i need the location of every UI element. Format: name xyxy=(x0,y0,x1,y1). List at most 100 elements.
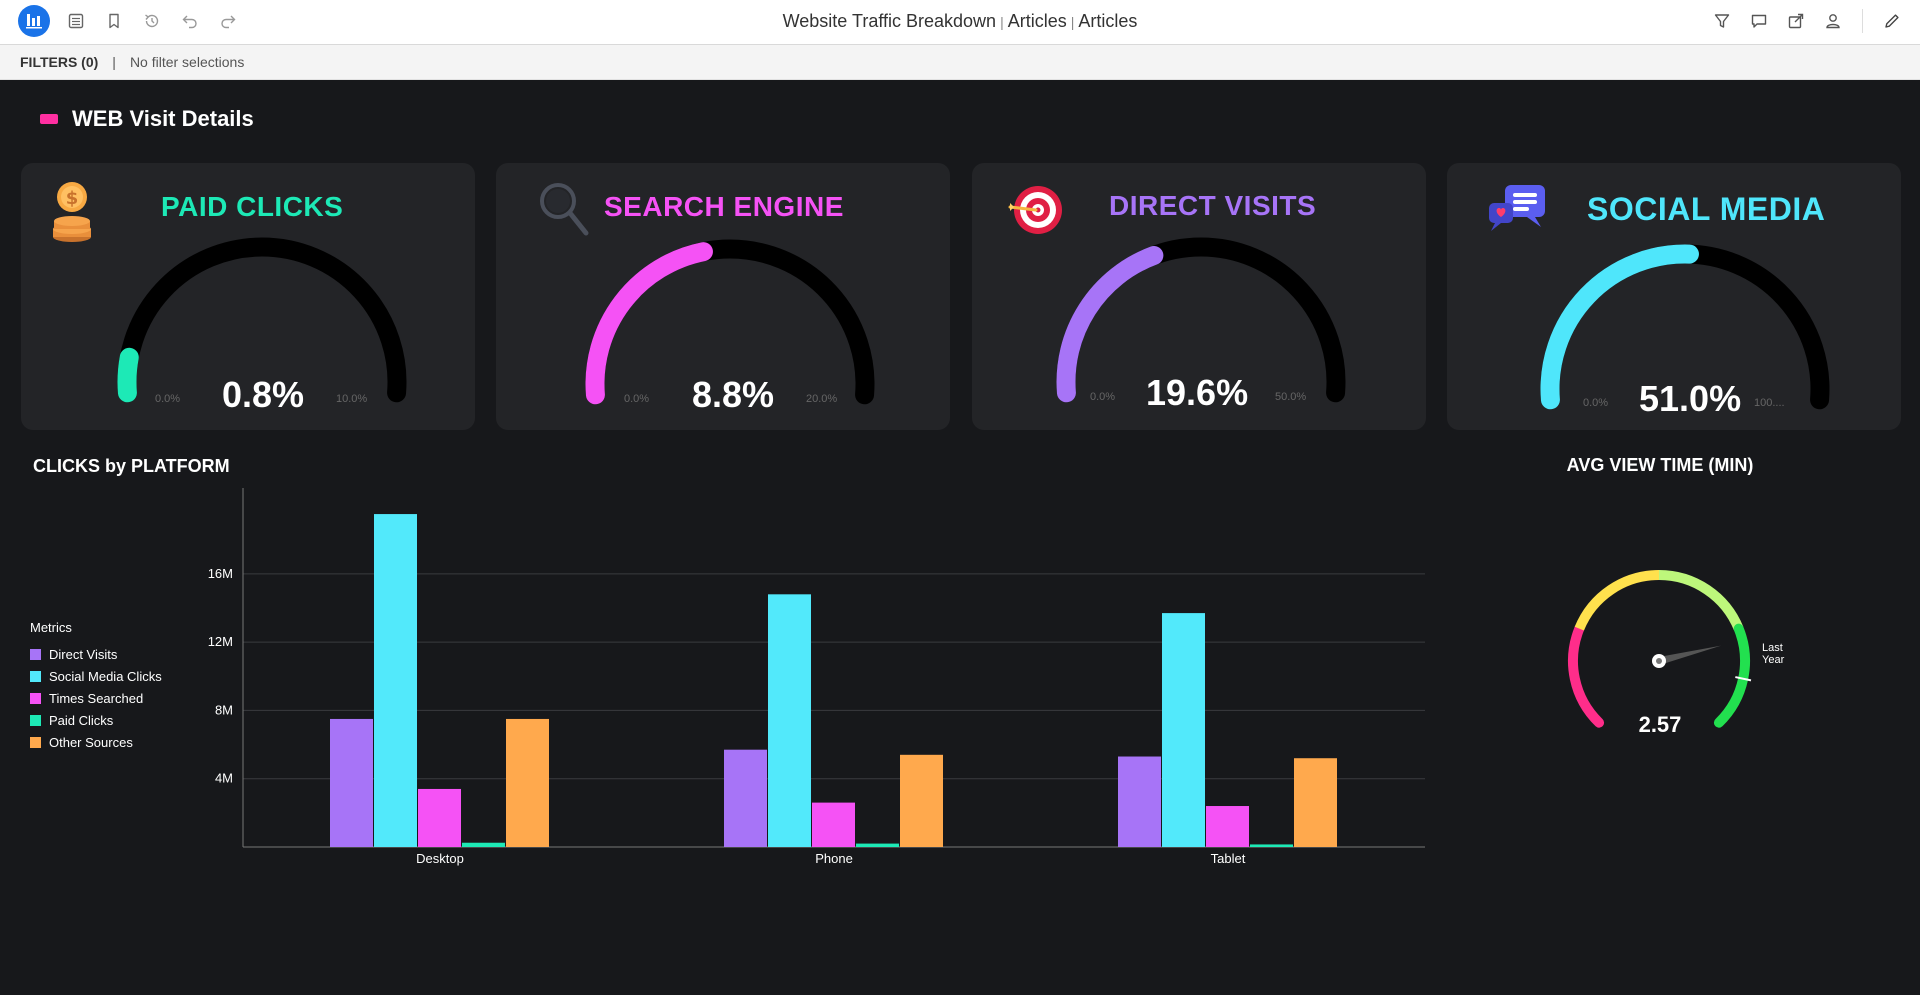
y-tick-label: 4M xyxy=(215,771,233,786)
gauge-target-marker xyxy=(1735,676,1752,682)
filters-count-button[interactable]: FILTERS (0) xyxy=(20,54,99,70)
gauge-max-label: 10.0% xyxy=(336,393,368,405)
money-bag-icon: $ xyxy=(49,177,95,248)
gauge-needle xyxy=(1658,645,1722,665)
bar xyxy=(506,718,549,847)
table-view-icon[interactable] xyxy=(64,9,88,33)
avg-view-time-title: AVG VIEW TIME (MIN) xyxy=(1566,455,1754,475)
gauge-max-label: 50.0% xyxy=(1275,391,1307,403)
chart-legend: Metrics Direct Visits Social Media Click… xyxy=(30,620,162,753)
chat-bubbles-icon xyxy=(1487,183,1549,242)
gauge-needle-hub xyxy=(1652,654,1666,668)
bar xyxy=(856,843,899,847)
bookmark-icon[interactable] xyxy=(102,9,126,33)
section-title: WEB Visit Details xyxy=(40,106,254,132)
comment-icon[interactable] xyxy=(1747,9,1771,33)
section-title-text: WEB Visit Details xyxy=(72,106,254,131)
bar xyxy=(900,754,943,847)
title-separator: | xyxy=(1070,14,1075,30)
bar xyxy=(1206,806,1249,847)
edit-pencil-icon[interactable] xyxy=(1880,9,1904,33)
y-tick-label: 8M xyxy=(215,702,233,717)
gauge-value: 8.8% xyxy=(692,374,775,415)
svg-text:$: $ xyxy=(66,188,79,209)
gauge-band xyxy=(1658,570,1744,631)
legend-item-times-searched[interactable]: Times Searched xyxy=(30,687,162,709)
filter-bar: FILTERS (0) | No filter selections xyxy=(0,45,1920,80)
title-separator: | xyxy=(1000,14,1004,30)
legend-label: Other Sources xyxy=(49,734,133,750)
undo-icon[interactable] xyxy=(178,9,202,33)
bar xyxy=(1162,613,1205,847)
dashboard-title-main: Website Traffic Breakdown xyxy=(782,11,997,31)
bar xyxy=(724,749,767,847)
kpi-title: SOCIAL MEDIA xyxy=(1587,191,1826,227)
target-icon xyxy=(1008,183,1064,242)
redo-icon[interactable] xyxy=(216,9,240,33)
kpi-title: SEARCH ENGINE xyxy=(604,191,844,222)
user-icon[interactable] xyxy=(1821,9,1845,33)
y-tick-label: 16M xyxy=(208,566,233,581)
gauge-max-label: 100.... xyxy=(1754,397,1785,409)
legend-label: Social Media Clicks xyxy=(49,668,162,684)
gauge-value: 19.6% xyxy=(1146,372,1249,413)
legend-swatch xyxy=(30,736,41,748)
x-tick-label: Desktop xyxy=(416,851,464,866)
dashboard-title-sheet[interactable]: Articles xyxy=(1007,11,1067,31)
kpi-card-direct-visits[interactable]: DIRECT VISITS 0.0% 19.6% 50.0% xyxy=(972,163,1426,430)
gauge-fill xyxy=(1056,245,1164,403)
gauge-min-label: 0.0% xyxy=(155,393,181,405)
bar xyxy=(374,514,417,847)
gauge-value: 0.8% xyxy=(222,374,305,415)
legend-swatch xyxy=(30,648,41,660)
gauge-value: 51.0% xyxy=(1639,378,1742,419)
history-icon[interactable] xyxy=(140,9,164,33)
bar xyxy=(462,842,505,847)
kpi-card-paid-clicks[interactable]: $ PAID CLICKS 0.0% 0.8% 10.0% xyxy=(21,163,475,430)
magnifier-icon xyxy=(538,181,590,242)
dashboard-title: Website Traffic Breakdown | Articles | Artic… xyxy=(0,11,1920,32)
legend-item-social-media-clicks[interactable]: Social Media Clicks xyxy=(30,665,162,687)
kpi-title: DIRECT VISITS xyxy=(1109,190,1317,221)
gauge-needle-hub-center xyxy=(1656,658,1662,664)
bar xyxy=(1294,758,1337,847)
legend-item-other-sources[interactable]: Other Sources xyxy=(30,731,162,753)
gauge-max-label: 20.0% xyxy=(806,393,838,405)
bar xyxy=(1118,756,1161,847)
legend-label: Direct Visits xyxy=(49,646,118,662)
gauge-min-label: 0.0% xyxy=(624,393,650,405)
toolbar-right-group xyxy=(1710,9,1904,33)
kpi-gauge xyxy=(117,237,407,403)
gauge-band xyxy=(1574,570,1660,631)
filter-icon[interactable] xyxy=(1710,9,1734,33)
x-tick-label: Tablet xyxy=(1211,851,1246,866)
legend-swatch xyxy=(30,670,41,682)
legend-item-direct-visits[interactable]: Direct Visits xyxy=(30,643,162,665)
kpi-title: PAID CLICKS xyxy=(161,191,344,222)
y-tick-label: 12M xyxy=(208,634,233,649)
gauge-fill xyxy=(585,242,713,405)
app-logo-icon[interactable] xyxy=(18,5,50,37)
gauge-min-label: 0.0% xyxy=(1090,391,1116,403)
bar xyxy=(330,718,373,847)
dashboard-title-subsheet[interactable]: Articles xyxy=(1078,11,1138,31)
filter-separator: | xyxy=(112,54,116,70)
bar xyxy=(812,802,855,847)
toolbar-left-group xyxy=(18,5,240,37)
share-icon[interactable] xyxy=(1784,9,1808,33)
kpi-card-social-media[interactable]: SOCIAL MEDIA 0.0% 51.0% 100.... xyxy=(1447,163,1901,430)
bar xyxy=(418,788,461,847)
legend-swatch xyxy=(30,714,41,726)
top-toolbar: Website Traffic Breakdown | Articles | Artic… xyxy=(0,0,1920,45)
legend-item-paid-clicks[interactable]: Paid Clicks xyxy=(30,709,162,731)
toolbar-divider xyxy=(1862,9,1863,33)
gauge-min-label: 0.0% xyxy=(1583,397,1609,409)
legend-label: Paid Clicks xyxy=(49,712,114,728)
gauge-fill xyxy=(1540,244,1699,410)
clicks-chart-title: CLICKS by PLATFORM xyxy=(33,456,230,476)
legend-title: Metrics xyxy=(30,620,72,635)
kpi-card-search-engine[interactable]: SEARCH ENGINE 0.0% 8.8% 20.0% xyxy=(496,163,950,430)
kpi-gauge xyxy=(1540,244,1830,410)
kpi-gauge xyxy=(585,239,875,405)
clicks-bar-chart: 4M 8M 12M 16M Desktop Phone Tablet xyxy=(208,488,1425,866)
